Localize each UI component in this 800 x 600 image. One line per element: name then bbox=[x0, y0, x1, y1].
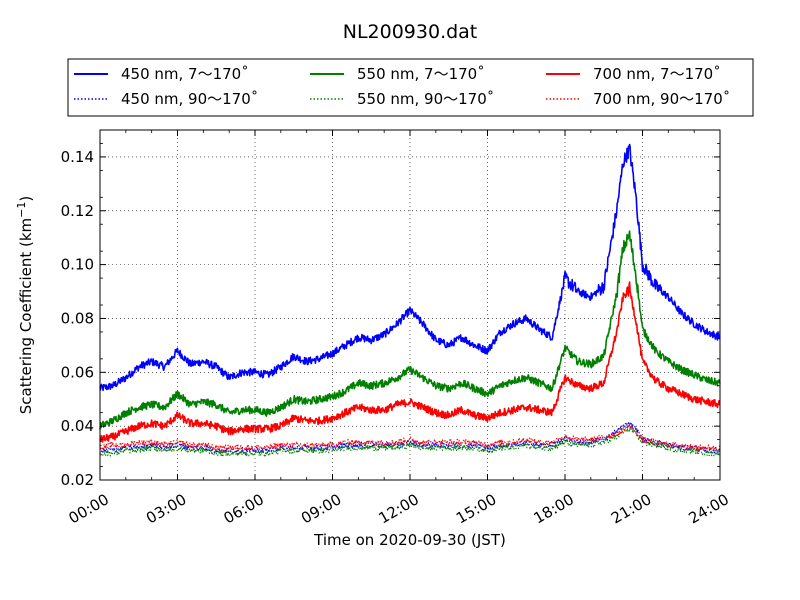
x-tick-label: 09:00 bbox=[298, 490, 344, 527]
x-tick-label: 15:00 bbox=[453, 490, 499, 527]
x-tick-label: 12:00 bbox=[376, 490, 422, 527]
series-line-0 bbox=[99, 143, 721, 392]
x-axis-label: Time on 2020-09-30 (JST) bbox=[313, 531, 506, 549]
ticks-group: 00:00 03:00 06:00 09:00 12:00 15:00 18:00 21:00… bbox=[61, 130, 732, 527]
series-line-5 bbox=[99, 423, 721, 452]
legend-label-2: 700 nm, 7～170˚ bbox=[593, 65, 721, 83]
y-axis-label-main: Scattering Coefficient (km bbox=[17, 218, 35, 414]
x-tick-label: 03:00 bbox=[143, 490, 189, 527]
y-tick-label: 0.14 bbox=[61, 148, 94, 166]
legend-label-1: 550 nm, 7～170˚ bbox=[357, 65, 485, 83]
series-line-2 bbox=[99, 281, 721, 443]
series-line-1 bbox=[99, 230, 721, 430]
x-tick-label: 06:00 bbox=[221, 490, 267, 527]
series-group bbox=[99, 143, 721, 457]
legend-label-3: 450 nm, 90～170˚ bbox=[121, 90, 258, 108]
legend: 450 nm, 7～170˚ 550 nm, 7～170˚ 700 nm, 7～17… bbox=[67, 58, 754, 117]
y-tick-label: 0.08 bbox=[61, 309, 94, 327]
y-tick-label: 0.04 bbox=[61, 417, 94, 435]
chart-title: NL200930.dat bbox=[343, 21, 478, 43]
plot-frame bbox=[99, 129, 721, 481]
x-tick-label: 21:00 bbox=[608, 490, 654, 527]
x-tick-label: 18:00 bbox=[531, 490, 577, 527]
x-tick-label: 00:00 bbox=[66, 490, 112, 527]
y-axis-label-end: ) bbox=[17, 196, 35, 202]
legend-label-0: 450 nm, 7～170˚ bbox=[121, 65, 249, 83]
y-tick-label: 0.06 bbox=[61, 363, 94, 381]
legend-box bbox=[67, 58, 754, 117]
x-tick-label: 24:00 bbox=[686, 490, 732, 527]
y-axis-label-sup: −1 bbox=[15, 202, 28, 218]
series-line-4 bbox=[99, 426, 721, 457]
y-tick-label: 0.10 bbox=[61, 256, 94, 274]
legend-label-4: 550 nm, 90～170˚ bbox=[357, 90, 494, 108]
y-tick-label: 0.12 bbox=[61, 202, 94, 220]
y-axis-label: Scattering Coefficient (km−1) bbox=[15, 196, 35, 415]
legend-label-5: 700 nm, 90～170˚ bbox=[593, 90, 730, 108]
y-tick-label: 0.02 bbox=[61, 471, 94, 489]
